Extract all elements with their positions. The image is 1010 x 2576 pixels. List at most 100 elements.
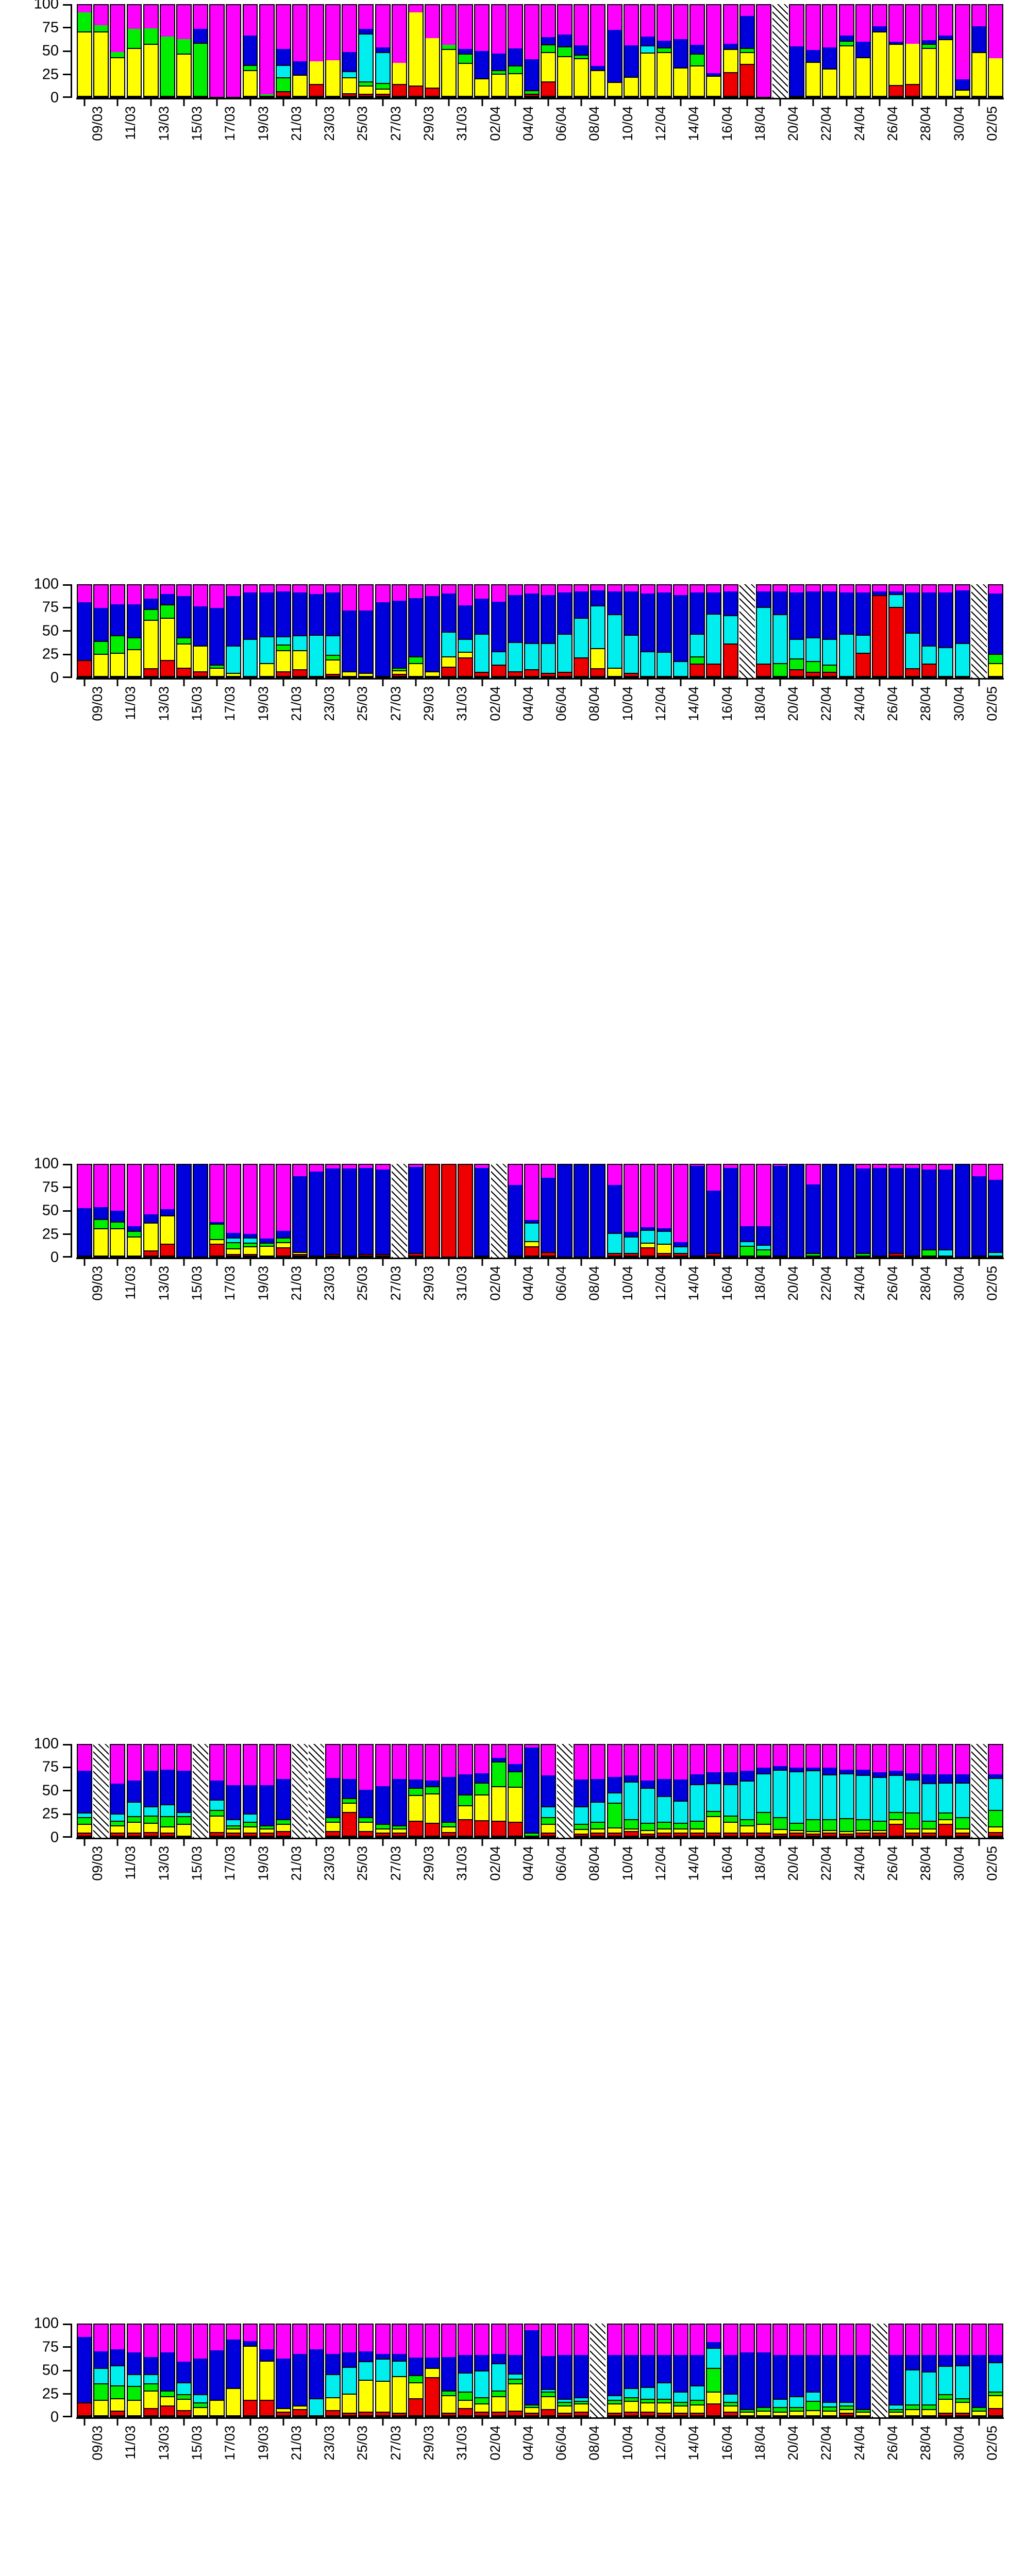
stacked-bar[interactable] xyxy=(938,584,954,678)
stacked-bar[interactable] xyxy=(226,1743,242,1838)
stacked-bar[interactable] xyxy=(143,1164,159,1258)
stacked-bar[interactable] xyxy=(805,1743,821,1838)
stacked-bar[interactable] xyxy=(971,1164,987,1258)
stacked-bar[interactable] xyxy=(755,1164,771,1258)
stacked-bar[interactable] xyxy=(325,4,341,98)
stacked-bar[interactable] xyxy=(110,1164,126,1258)
stacked-bar[interactable] xyxy=(838,2324,854,2418)
stacked-bar[interactable] xyxy=(623,1743,639,1838)
stacked-bar[interactable] xyxy=(838,584,854,678)
stacked-bar[interactable] xyxy=(623,1164,639,1258)
stacked-bar[interactable] xyxy=(358,4,374,98)
stacked-bar[interactable] xyxy=(159,584,175,678)
stacked-bar[interactable] xyxy=(987,584,1003,678)
stacked-bar[interactable] xyxy=(507,1743,523,1838)
stacked-bar[interactable] xyxy=(639,584,655,678)
stacked-bar[interactable] xyxy=(126,4,142,98)
stacked-bar[interactable] xyxy=(557,2324,573,2418)
stacked-bar[interactable] xyxy=(77,1164,93,1258)
stacked-bar[interactable] xyxy=(541,2324,556,2418)
stacked-bar[interactable] xyxy=(541,4,556,98)
stacked-bar[interactable] xyxy=(325,1743,341,1838)
stacked-bar[interactable] xyxy=(226,4,242,98)
stacked-bar[interactable] xyxy=(226,2324,242,2418)
stacked-bar[interactable] xyxy=(921,4,937,98)
stacked-bar[interactable] xyxy=(408,4,424,98)
stacked-bar[interactable] xyxy=(855,4,871,98)
stacked-bar[interactable] xyxy=(574,4,590,98)
stacked-bar[interactable] xyxy=(126,584,142,678)
stacked-bar[interactable] xyxy=(159,1164,175,1258)
stacked-bar[interactable] xyxy=(110,2324,126,2418)
stacked-bar[interactable] xyxy=(408,584,424,678)
stacked-bar[interactable] xyxy=(209,1164,225,1258)
stacked-bar[interactable] xyxy=(689,4,705,98)
stacked-bar[interactable] xyxy=(77,4,93,98)
stacked-bar[interactable] xyxy=(574,584,590,678)
stacked-bar[interactable] xyxy=(855,1743,871,1838)
stacked-bar[interactable] xyxy=(921,1164,937,1258)
stacked-bar[interactable] xyxy=(557,1164,573,1258)
stacked-bar[interactable] xyxy=(391,2324,407,2418)
stacked-bar[interactable] xyxy=(309,2324,325,2418)
stacked-bar[interactable] xyxy=(126,2324,142,2418)
stacked-bar[interactable] xyxy=(639,1743,655,1838)
stacked-bar[interactable] xyxy=(342,1743,358,1838)
stacked-bar[interactable] xyxy=(209,2324,225,2418)
bar-no-data[interactable] xyxy=(491,1164,507,1258)
stacked-bar[interactable] xyxy=(673,4,689,98)
stacked-bar[interactable] xyxy=(805,584,821,678)
stacked-bar[interactable] xyxy=(789,584,805,678)
stacked-bar[interactable] xyxy=(441,584,457,678)
stacked-bar[interactable] xyxy=(607,584,622,678)
stacked-bar[interactable] xyxy=(722,2324,738,2418)
stacked-bar[interactable] xyxy=(507,584,523,678)
stacked-bar[interactable] xyxy=(309,584,325,678)
stacked-bar[interactable] xyxy=(921,1743,937,1838)
stacked-bar[interactable] xyxy=(474,584,490,678)
stacked-bar[interactable] xyxy=(557,584,573,678)
stacked-bar[interactable] xyxy=(789,1164,805,1258)
stacked-bar[interactable] xyxy=(425,2324,440,2418)
stacked-bar[interactable] xyxy=(689,1164,705,1258)
stacked-bar[interactable] xyxy=(93,1164,109,1258)
bar-no-data[interactable] xyxy=(772,4,788,98)
stacked-bar[interactable] xyxy=(871,1164,887,1258)
stacked-bar[interactable] xyxy=(673,1164,689,1258)
stacked-bar[interactable] xyxy=(242,1743,258,1838)
stacked-bar[interactable] xyxy=(441,2324,457,2418)
stacked-bar[interactable] xyxy=(541,1743,556,1838)
stacked-bar[interactable] xyxy=(259,2324,275,2418)
stacked-bar[interactable] xyxy=(441,4,457,98)
stacked-bar[interactable] xyxy=(755,584,771,678)
stacked-bar[interactable] xyxy=(110,584,126,678)
stacked-bar[interactable] xyxy=(954,584,970,678)
stacked-bar[interactable] xyxy=(739,2324,755,2418)
bar-no-data[interactable] xyxy=(391,1164,407,1258)
stacked-bar[interactable] xyxy=(275,2324,291,2418)
stacked-bar[interactable] xyxy=(607,4,622,98)
stacked-bar[interactable] xyxy=(358,1743,374,1838)
stacked-bar[interactable] xyxy=(408,1164,424,1258)
stacked-bar[interactable] xyxy=(143,2324,159,2418)
stacked-bar[interactable] xyxy=(77,584,93,678)
stacked-bar[interactable] xyxy=(987,1164,1003,1258)
stacked-bar[interactable] xyxy=(176,4,192,98)
stacked-bar[interactable] xyxy=(574,1743,590,1838)
stacked-bar[interactable] xyxy=(706,584,722,678)
stacked-bar[interactable] xyxy=(871,584,887,678)
stacked-bar[interactable] xyxy=(507,1164,523,1258)
stacked-bar[interactable] xyxy=(375,4,391,98)
stacked-bar[interactable] xyxy=(639,1164,655,1258)
stacked-bar[interactable] xyxy=(541,1164,556,1258)
stacked-bar[interactable] xyxy=(458,584,474,678)
stacked-bar[interactable] xyxy=(971,2324,987,2418)
stacked-bar[interactable] xyxy=(391,4,407,98)
stacked-bar[interactable] xyxy=(789,1743,805,1838)
stacked-bar[interactable] xyxy=(358,584,374,678)
stacked-bar[interactable] xyxy=(739,1164,755,1258)
stacked-bar[interactable] xyxy=(93,4,109,98)
stacked-bar[interactable] xyxy=(375,1164,391,1258)
stacked-bar[interactable] xyxy=(888,1164,904,1258)
stacked-bar[interactable] xyxy=(623,4,639,98)
